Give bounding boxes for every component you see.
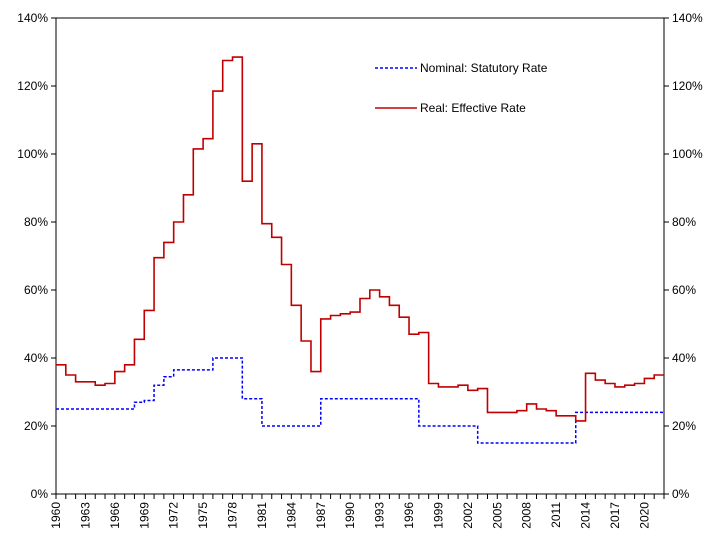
x-tick-label: 2008 (520, 502, 534, 529)
x-tick-label: 1972 (167, 502, 181, 529)
x-tick-label: 1990 (343, 502, 357, 529)
x-tick-label: 1981 (255, 502, 269, 529)
x-tick-label: 1969 (137, 502, 151, 529)
y-tick-label-left: 120% (17, 79, 48, 93)
y-tick-label-right: 60% (672, 283, 696, 297)
y-tick-label-left: 40% (24, 351, 48, 365)
x-tick-label: 1960 (49, 502, 63, 529)
y-tick-label-left: 140% (17, 11, 48, 25)
y-tick-label-right: 80% (672, 215, 696, 229)
x-tick-label: 2014 (579, 502, 593, 529)
x-tick-label: 2005 (490, 502, 504, 529)
series-layer (56, 56, 664, 444)
series-line-nominal-statutory-rate (56, 357, 664, 444)
y-tick-label-right: 120% (672, 79, 703, 93)
y-tick-label-right: 100% (672, 147, 703, 161)
x-tick-label: 1975 (196, 502, 210, 529)
y-axis-left: 0% 20% 40% 60% 80% 100% 120% 140% (17, 11, 56, 501)
plot-area (55, 17, 665, 495)
y-tick-label-right: 40% (672, 351, 696, 365)
x-tick-label: 1966 (108, 502, 122, 529)
x-tick-label: 1996 (402, 502, 416, 529)
y-tick-label-left: 60% (24, 283, 48, 297)
y-tick-label-left: 0% (31, 487, 49, 501)
legend-label-real-effective-rate: Real: Effective Rate (420, 101, 526, 115)
x-tick-label: 2011 (549, 502, 563, 528)
x-tick-label: 1987 (314, 502, 328, 529)
series-line-real-effective-rate (56, 56, 664, 422)
x-tick-label: 1984 (284, 502, 298, 529)
y-axis-right: 0% 20% 40% 60% 80% 100% 120% 140% (664, 11, 703, 501)
x-tick-label: 2002 (461, 502, 475, 529)
legend: Nominal: Statutory Rate Real: Effective … (375, 61, 548, 115)
legend-label-nominal-statutory-rate: Nominal: Statutory Rate (420, 61, 548, 75)
x-tick-label: 2017 (608, 502, 622, 529)
y-tick-label-right: 140% (672, 11, 703, 25)
x-tick-label: 1963 (78, 502, 92, 529)
y-tick-label-right: 20% (672, 419, 696, 433)
y-tick-label-left: 80% (24, 215, 48, 229)
x-axis: 1960 1963 1966 1969 1972 1975 1978 1981 1984 1987… (49, 494, 665, 529)
x-tick-label: 1993 (373, 502, 387, 529)
y-tick-label-left: 100% (17, 147, 48, 161)
x-tick-label: 2020 (637, 502, 651, 529)
y-tick-label-right: 0% (672, 487, 690, 501)
x-tick-label: 1999 (431, 502, 445, 529)
y-tick-label-left: 20% (24, 419, 48, 433)
x-tick-label: 1978 (226, 502, 240, 529)
